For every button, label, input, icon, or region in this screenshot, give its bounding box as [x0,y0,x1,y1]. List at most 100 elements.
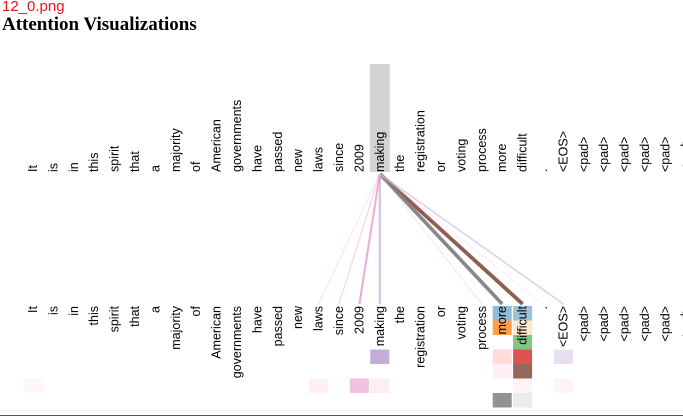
bottom-token-label: that [128,305,142,326]
attention-links [318,172,564,306]
top-token-label: American [210,119,224,172]
bottom-token-label: in [67,306,81,316]
head-cell [370,349,390,364]
bottom-token-label: making [373,306,387,346]
top-token-label: a [148,165,162,172]
top-token-label: the [393,155,407,172]
head-cell [492,393,512,408]
head-cell [513,393,533,408]
head-cell [513,349,533,364]
top-token-label: or [434,161,448,172]
top-token-label: in [67,162,81,172]
head-cell [492,349,512,364]
head-cell [370,378,390,393]
bottom-token-label: or [434,306,448,317]
bottom-token-label: spirit [108,305,122,332]
attention-link [378,172,504,306]
bottom-token-label: voting [454,306,468,339]
top-token-label: is [46,163,60,172]
attention-link [358,173,381,305]
head-cell [513,378,533,393]
top-token-label: spirit [108,145,122,172]
top-token-row: It is in this spirit that a majority of American g… [26,100,683,172]
head-cell [513,335,533,350]
top-token-label: making [373,132,387,172]
top-token-label: majority [169,127,183,172]
top-token-label: governments [230,100,244,172]
bottom-token-label: have [250,306,264,333]
top-token-label: <pad> [638,137,652,172]
bottom-token-label: 2009 [352,306,366,334]
bottom-token-label: governments [230,306,244,378]
head-cell [513,320,533,335]
bottom-rule [0,415,683,416]
bottom-token-label: It [26,305,40,312]
head-cell [492,306,512,321]
head-color-cells [23,306,573,408]
bottom-token-label: passed [271,306,285,346]
bottom-token-label: <pad> [577,306,591,341]
bottom-token-label: <EOS> [556,306,570,347]
bottom-token-label: since [332,306,346,335]
bottom-token-label: American [210,306,224,359]
selected-token-highlight-layer [369,64,390,172]
bottom-token-label: is [46,306,60,315]
bottom-token-label: of [189,305,203,316]
bottom-token-label: difficult [516,305,530,344]
top-token-label: more [495,143,509,172]
top-token-label: <EOS> [556,131,570,172]
bottom-token-row: It is in this spirit that a majority of American g… [26,305,683,378]
top-token-label: passed [271,132,285,172]
top-token-label: voting [454,139,468,172]
attention-link [379,173,564,305]
bottom-token-label: <pad> [618,306,632,341]
bottom-token-label: . [536,306,550,309]
bottom-token-label: <pad> [638,306,652,341]
top-token-label: 2009 [352,144,366,172]
top-token-label: this [87,153,101,172]
top-token-label: <pad> [679,137,683,172]
page-title: Attention Visualizations [2,14,197,35]
head-cell [23,378,43,393]
top-token-label: process [475,128,489,172]
bottom-token-label: more [495,306,509,335]
file-label: 12_0.png [2,0,65,15]
top-token-label: <pad> [577,137,591,172]
attention-link [379,173,544,305]
head-cell [492,320,512,335]
top-token-label: <pad> [618,137,632,172]
bottom-token-label: a [148,306,162,313]
attention-link [338,173,381,305]
bottom-token-label: <pad> [679,306,683,341]
bottom-token-label: registration [414,306,428,368]
head-cell [513,306,533,321]
top-token-label: of [189,161,203,172]
top-token-label: It [26,165,40,172]
bottom-token-label: laws [312,306,326,331]
top-token-label: <pad> [597,137,611,172]
bottom-token-label: new [291,305,305,329]
head-cell [309,378,329,393]
attention-link [379,173,483,305]
head-cell [553,378,573,393]
bottom-token-label: the [393,306,407,323]
attention-link [378,172,524,306]
top-token-label: registration [414,110,428,172]
bottom-token-label: process [475,306,489,350]
top-token-label: new [291,148,305,172]
top-token-label: have [250,145,264,172]
head-cell [349,378,369,393]
attention-link [318,173,381,305]
top-token-label: . [536,169,550,172]
bottom-token-label: majority [169,305,183,350]
bottom-token-label: <pad> [658,306,672,341]
head-cell [492,364,512,379]
head-cell [513,364,533,379]
top-token-label: <pad> [658,137,672,172]
top-token-label: that [128,151,142,172]
selected-token-highlight [369,64,390,172]
bottom-token-label: this [87,306,101,325]
top-token-label: since [332,143,346,172]
bottom-token-label: <pad> [597,306,611,341]
